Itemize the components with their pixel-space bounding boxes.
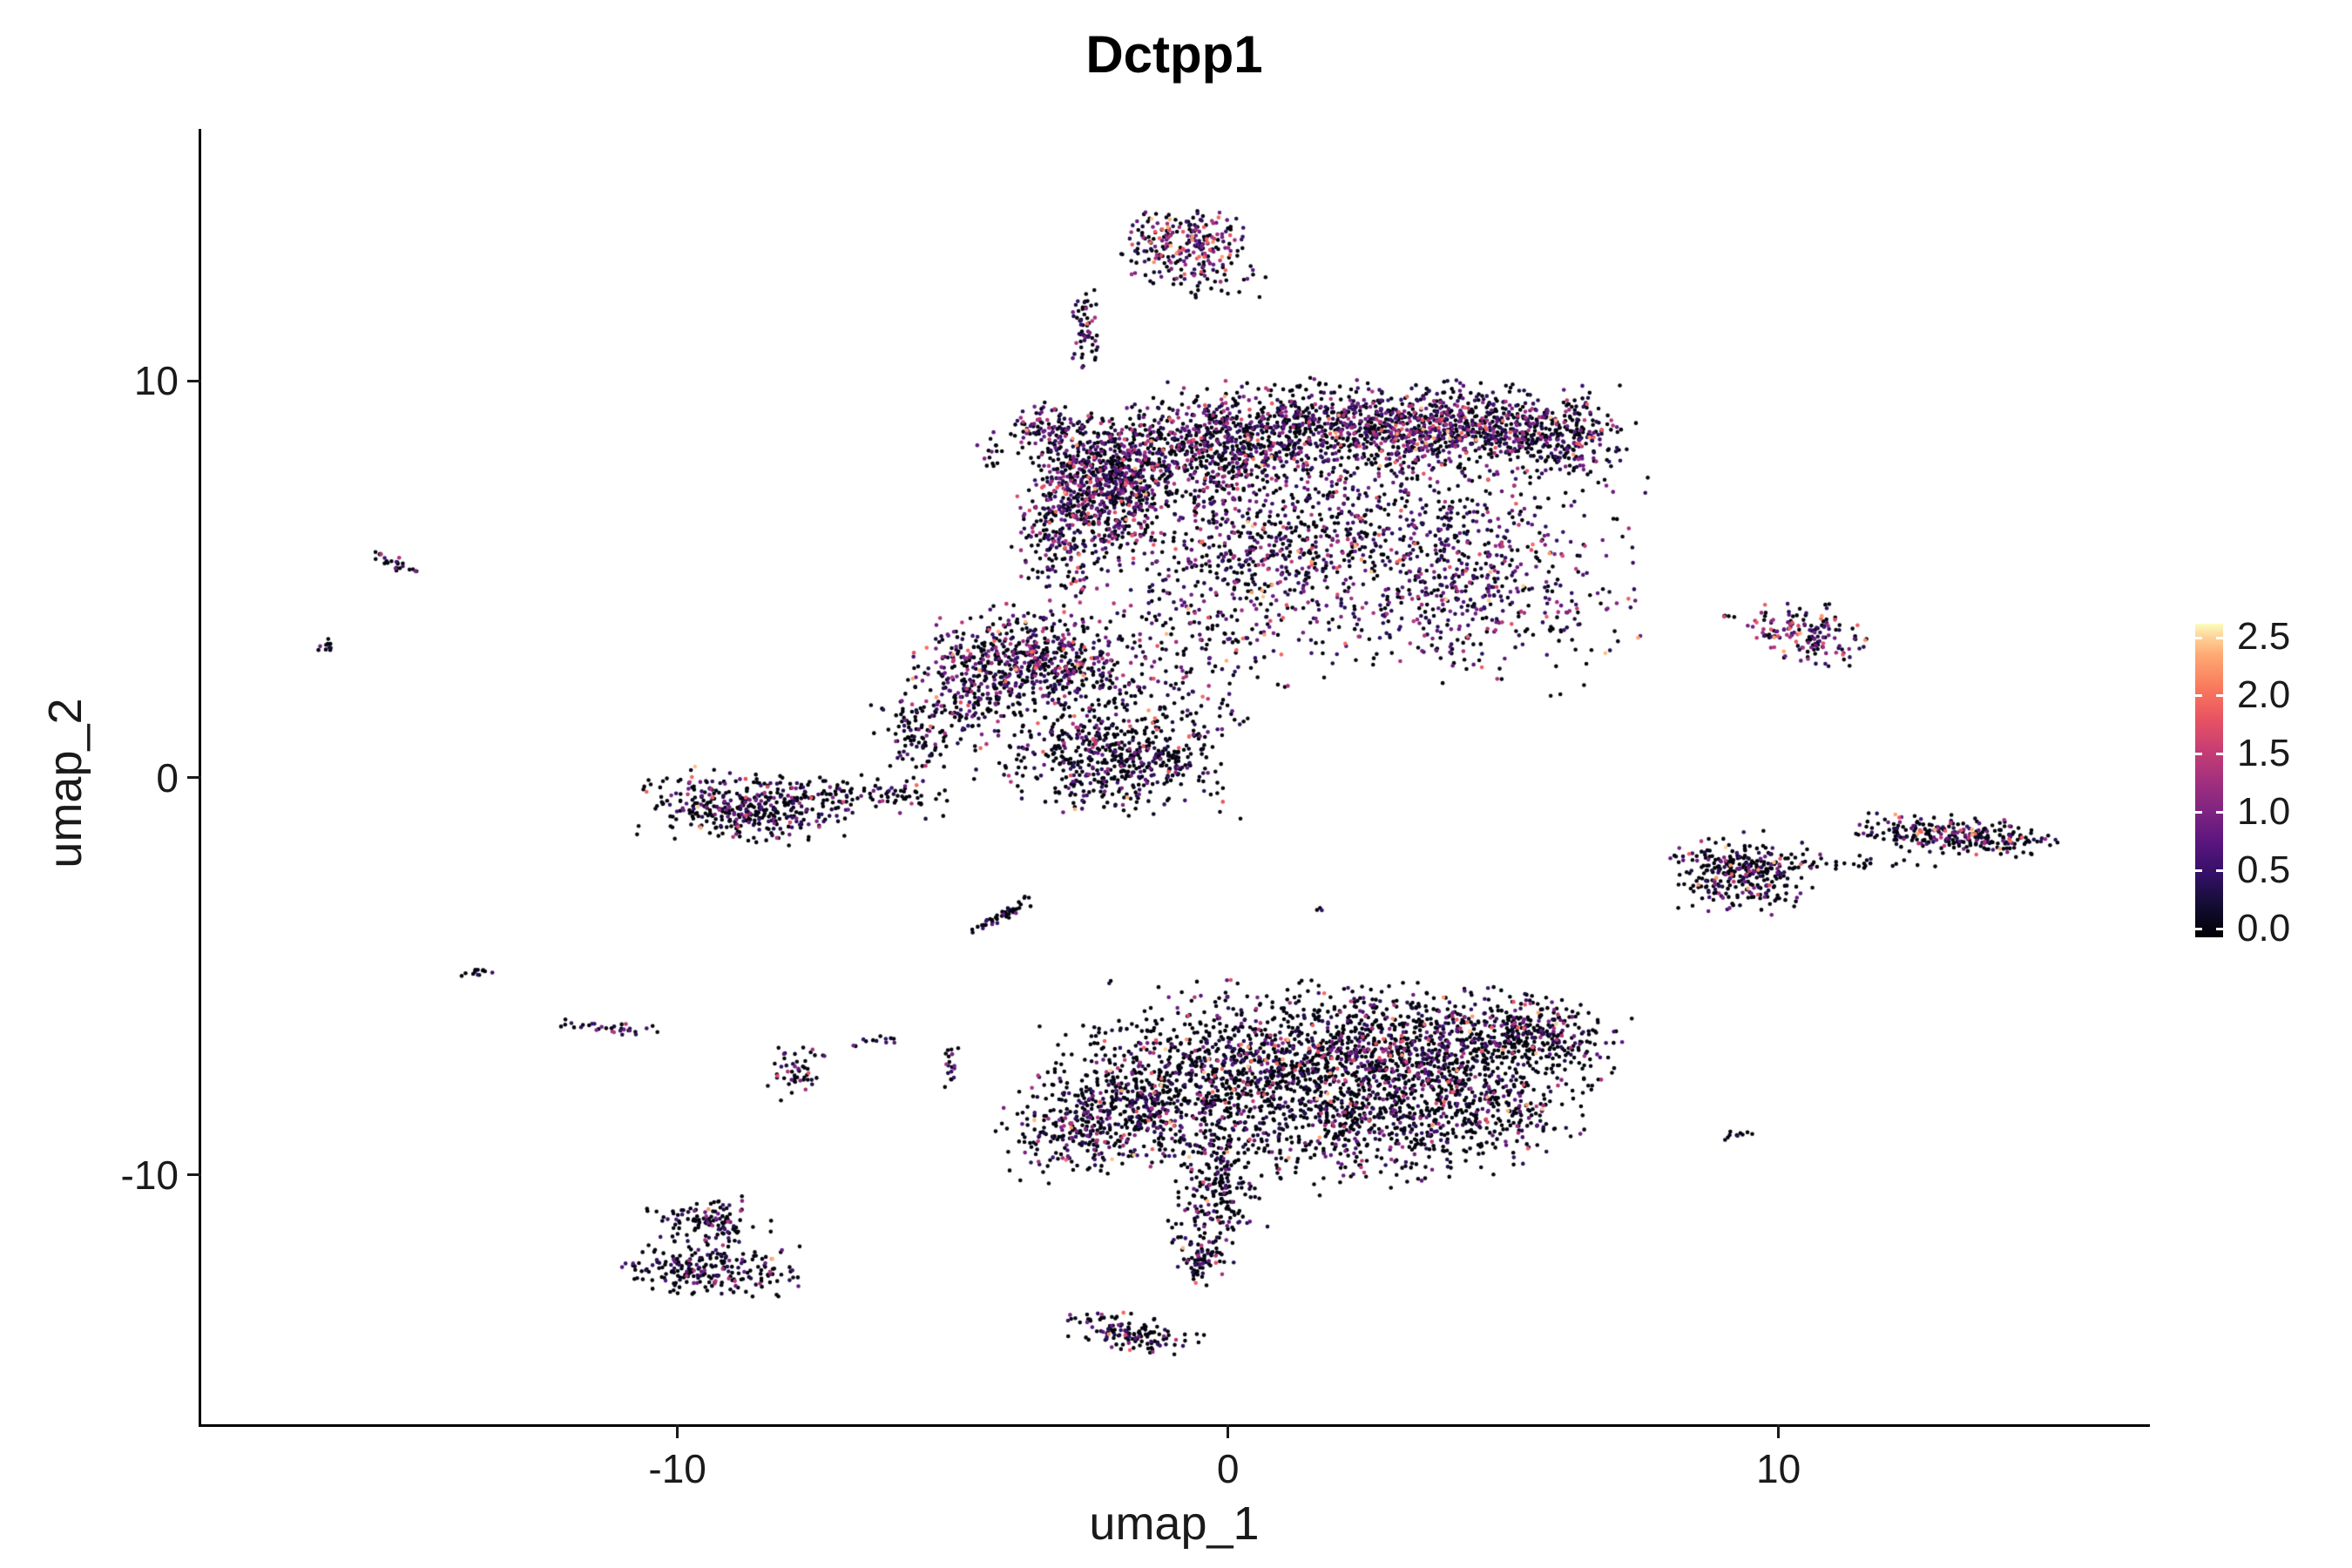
colorbar-tick [2195, 636, 2202, 639]
colorbar-tick [2195, 869, 2202, 873]
y-tick-mark [187, 379, 201, 382]
y-axis-title: umap_2 [39, 698, 91, 868]
scatter-canvas [201, 131, 2147, 1424]
colorbar-label: 0.0 [2237, 906, 2291, 950]
colorbar-label: 2.5 [2237, 615, 2291, 659]
colorbar-tick [2216, 753, 2223, 756]
colorbar-label: 1.0 [2237, 789, 2291, 833]
colorbar-tick [2195, 694, 2202, 698]
colorbar-tick [2195, 753, 2202, 756]
x-axis-title: umap_1 [1089, 1497, 1260, 1550]
colorbar-tick [2195, 928, 2202, 931]
plot-title: Dctpp1 [1085, 25, 1263, 84]
colorbar-tick [2216, 636, 2223, 639]
colorbar-label: 2.0 [2237, 672, 2291, 716]
colorbar-tick [2216, 928, 2223, 931]
y-tick-label: -10 [120, 1152, 179, 1198]
x-tick-label: 0 [1216, 1446, 1240, 1491]
x-tick-mark [1227, 1424, 1230, 1438]
colorbar-tick [2195, 811, 2202, 814]
colorbar-tick [2216, 811, 2223, 814]
x-tick-label: 10 [1755, 1446, 1801, 1491]
y-tick-mark [187, 1173, 201, 1177]
x-axis-line [199, 1424, 2150, 1427]
y-tick-label: 0 [156, 754, 179, 801]
x-tick-mark [676, 1424, 679, 1438]
colorbar-tick [2216, 869, 2223, 873]
colorbar-tick [2216, 694, 2223, 698]
colorbar-label: 0.5 [2237, 848, 2291, 891]
plot-area [201, 131, 2147, 1424]
x-tick-label: -10 [648, 1446, 706, 1491]
y-tick-label: 10 [133, 358, 179, 404]
colorbar-label: 1.5 [2237, 731, 2291, 774]
y-tick-mark [187, 776, 201, 780]
x-tick-mark [1777, 1424, 1781, 1438]
colorbar-gradient [2195, 624, 2223, 937]
